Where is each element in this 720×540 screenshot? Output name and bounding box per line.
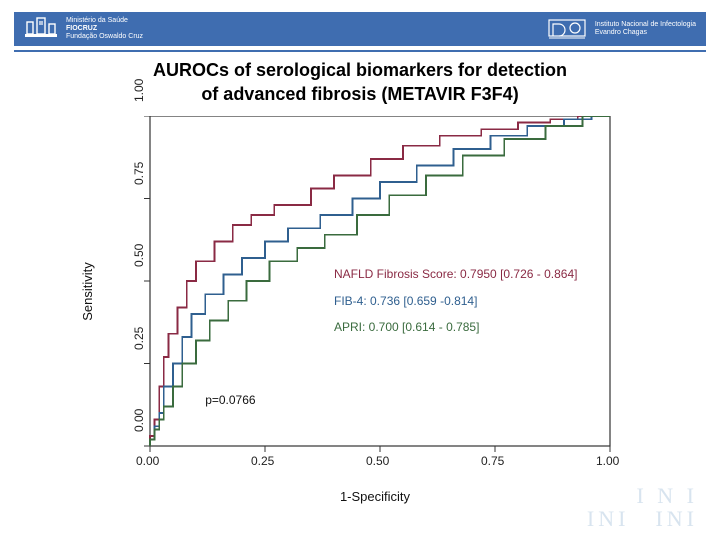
y-tick-label: 0.75 [132, 161, 146, 184]
title-line2: of advanced fibrosis (METAVIR F3F4) [201, 84, 518, 104]
header-right-text: Instituto Nacional de Infectologia Evand… [595, 21, 696, 37]
header-left-text: Ministério da Saúde FIOCRUZ Fundação Osw… [66, 17, 143, 41]
watermark-line2: INI INI [587, 506, 698, 531]
legend-entry: APRI: 0.700 [0.614 - 0.785] [334, 320, 479, 334]
roc-chart: Sensitivity 1-Specificity 0.000.250.500.… [120, 116, 630, 506]
legend-entry: FIB-4: 0.736 [0.659 -0.814] [334, 294, 477, 308]
ministry-logo-icon [24, 16, 58, 42]
x-axis-label-text: 1-Specificity [340, 489, 410, 504]
header-right-line2: Evandro Chagas [595, 29, 696, 37]
header-bar: Ministério da Saúde FIOCRUZ Fundação Osw… [14, 12, 706, 46]
header-left: Ministério da Saúde FIOCRUZ Fundação Osw… [24, 16, 143, 42]
page-title: AUROCs of serological biomarkers for det… [0, 58, 720, 107]
y-axis-label-text: Sensitivity [80, 262, 95, 321]
p-value-text: p=0.0766 [205, 393, 255, 407]
y-tick-label: 0.00 [132, 409, 146, 432]
y-tick-label: 1.00 [132, 79, 146, 102]
header-divider [14, 50, 706, 52]
y-axis-label: Sensitivity [78, 116, 96, 466]
ini-logo-icon [547, 16, 587, 42]
y-tick-label: 0.25 [132, 326, 146, 349]
x-axis-label: 1-Specificity [120, 489, 630, 504]
x-tick-label: 1.00 [596, 454, 619, 468]
y-tick-label: 0.50 [132, 244, 146, 267]
x-tick-label: 0.50 [366, 454, 389, 468]
x-tick-label: 0.25 [251, 454, 274, 468]
roc-chart-svg [120, 116, 630, 506]
x-tick-label: 0.00 [136, 454, 159, 468]
header-right-line1: Instituto Nacional de Infectologia [595, 21, 696, 29]
title-line1: AUROCs of serological biomarkers for det… [153, 60, 567, 80]
header-right: Instituto Nacional de Infectologia Evand… [547, 16, 696, 42]
x-tick-label: 0.75 [481, 454, 504, 468]
header-left-line1: Ministério da Saúde [66, 17, 143, 25]
legend-entry: NAFLD Fibrosis Score: 0.7950 [0.726 - 0.… [334, 267, 577, 281]
header-left-line2: FIOCRUZ [66, 25, 143, 33]
watermark-line1: I N I [636, 483, 698, 508]
header-left-line3: Fundação Oswaldo Cruz [66, 33, 143, 41]
